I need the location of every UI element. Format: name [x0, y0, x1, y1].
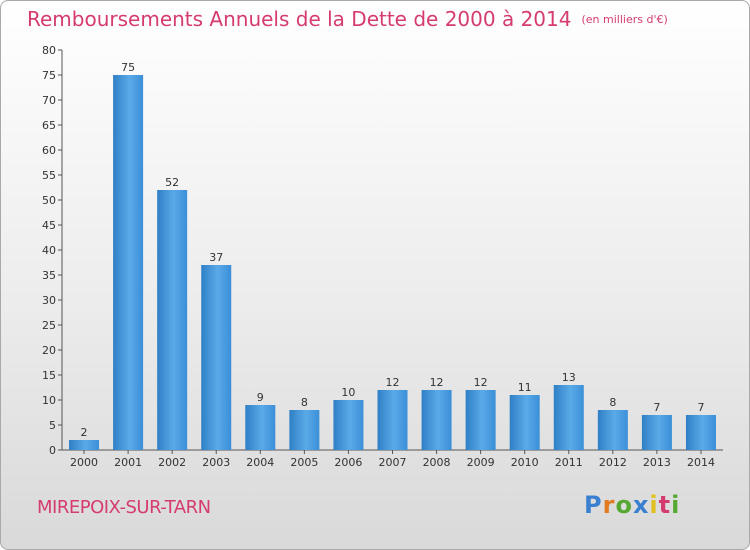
x-tick-label: 2011	[555, 456, 583, 469]
y-tick-label: 40	[42, 244, 56, 257]
bar	[597, 410, 628, 450]
bar	[553, 385, 584, 450]
bar	[685, 415, 716, 450]
data-label: 12	[386, 376, 400, 389]
data-label: 2	[81, 426, 88, 439]
y-tick-label: 75	[42, 69, 56, 82]
y-tick-label: 45	[42, 219, 56, 232]
x-tick-label: 2009	[467, 456, 495, 469]
y-tick-label: 5	[49, 419, 56, 432]
y-tick-label: 80	[42, 44, 56, 57]
chart-subtitle: (en milliers d'€)	[581, 13, 668, 26]
y-tick-label: 35	[42, 269, 56, 282]
x-tick-label: 2002	[158, 456, 186, 469]
y-tick-label: 50	[42, 194, 56, 207]
bar	[113, 75, 144, 450]
data-label: 12	[430, 376, 444, 389]
x-tick-label: 2013	[643, 456, 671, 469]
x-tick-label: 2014	[687, 456, 715, 469]
bar	[201, 265, 232, 450]
y-tick-label: 10	[42, 394, 56, 407]
y-tick-label: 30	[42, 294, 56, 307]
x-tick-label: 2004	[246, 456, 274, 469]
y-tick-label: 65	[42, 119, 56, 132]
y-tick-label: 15	[42, 369, 56, 382]
bar	[465, 390, 496, 450]
data-label: 75	[121, 61, 135, 74]
x-tick-label: 2003	[202, 456, 230, 469]
bar	[333, 400, 364, 450]
chart-title: Remboursements Annuels de la Dette de 20…	[27, 7, 668, 31]
chart-axes: 0 5 10 15 20 25 30 35 40 45 50 55 60 65 70 75 80 2000 2001…	[42, 44, 723, 469]
y-tick-label: 60	[42, 144, 56, 157]
bar	[377, 390, 408, 450]
data-label: 7	[653, 401, 660, 414]
data-label: 9	[257, 391, 264, 404]
x-tick-label: 2006	[334, 456, 362, 469]
chart-data-labels: 2 75 52 37 9 8 10 12 12 12 11 13 8 7 7	[81, 61, 705, 439]
bar	[157, 190, 188, 450]
chart-title-text: Remboursements Annuels de la Dette de 20…	[27, 7, 572, 31]
x-tick-label: 2008	[423, 456, 451, 469]
y-tick-label: 70	[42, 94, 56, 107]
y-tick-label: 0	[49, 444, 56, 457]
data-label: 10	[341, 386, 355, 399]
y-tick-label: 20	[42, 344, 56, 357]
data-label: 7	[697, 401, 704, 414]
data-label: 13	[562, 371, 576, 384]
bar	[69, 440, 100, 450]
x-tick-label: 2001	[114, 456, 142, 469]
y-tick-label: 55	[42, 169, 56, 182]
data-label: 11	[518, 381, 532, 394]
data-label: 8	[609, 396, 616, 409]
y-tick-label: 25	[42, 319, 56, 332]
x-tick-label: 2012	[599, 456, 627, 469]
x-tick-label: 2000	[70, 456, 98, 469]
data-label: 8	[301, 396, 308, 409]
bar	[641, 415, 672, 450]
data-label: 12	[474, 376, 488, 389]
bar	[289, 410, 320, 450]
bar	[509, 395, 540, 450]
x-tick-label: 2010	[511, 456, 539, 469]
proxiti-logo: Proxiti	[584, 491, 681, 519]
x-tick-label: 2007	[379, 456, 407, 469]
bar	[421, 390, 452, 450]
commune-name: MIREPOIX-SUR-TARN	[37, 497, 211, 518]
x-tick-label: 2005	[290, 456, 318, 469]
data-label: 37	[209, 251, 223, 264]
bar	[245, 405, 276, 450]
chart-bars	[69, 75, 716, 450]
data-label: 52	[165, 176, 179, 189]
